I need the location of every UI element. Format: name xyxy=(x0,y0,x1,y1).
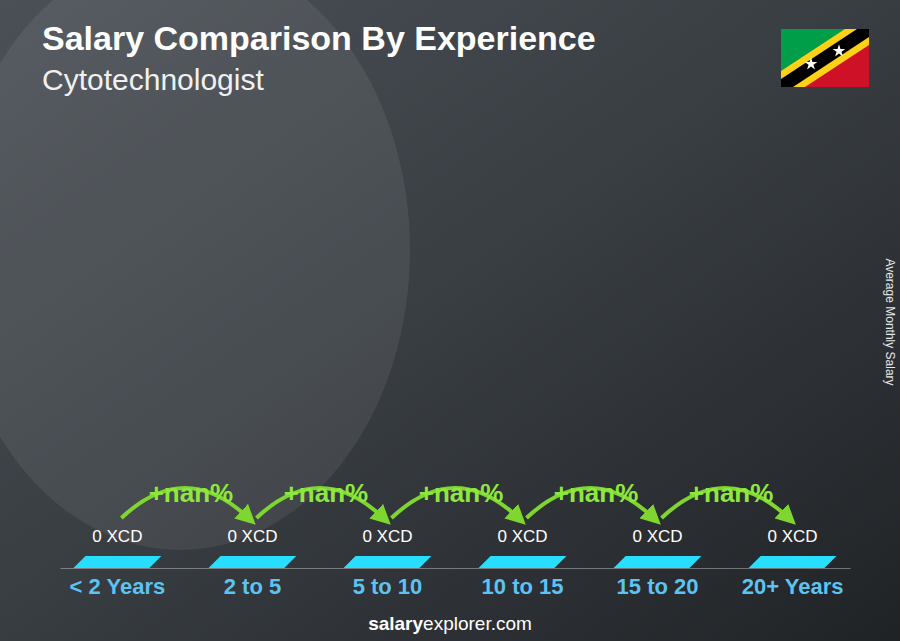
data-label: 0 XCD xyxy=(227,527,277,546)
x-axis: < 2 Years 2 to 5 5 to 10 10 to 15 15 to 20 20… xyxy=(61,569,851,599)
chart-svg: Salary Comparison By Experience Cytotechn… xyxy=(0,0,900,641)
tick: 20+ Years xyxy=(742,574,844,599)
annotation: +nan% xyxy=(149,478,234,508)
bar-top xyxy=(614,556,702,568)
axis-line xyxy=(61,568,851,569)
data-label: 0 XCD xyxy=(497,527,547,546)
tick-label: 20+ Years xyxy=(742,574,844,599)
bar-group xyxy=(749,556,837,568)
bar-group xyxy=(344,556,432,568)
bar-top xyxy=(74,556,162,568)
tick: 2 to 5 xyxy=(224,574,281,599)
annotation: +nan% xyxy=(284,478,369,508)
tick: < 2 Years xyxy=(70,574,166,599)
data-label: 0 XCD xyxy=(768,527,818,546)
subtitle: Cytotechnologist xyxy=(42,63,264,96)
source-part: salary xyxy=(368,613,423,634)
tick-label: 10 to 15 xyxy=(482,574,564,599)
bar-group xyxy=(74,556,162,568)
title: Salary Comparison By Experience xyxy=(42,19,596,57)
bar-group xyxy=(209,556,297,568)
source-part: explorer.com xyxy=(423,613,532,634)
tick-label: 5 to 10 xyxy=(353,574,423,599)
annotation: +nan% xyxy=(419,478,504,508)
tick: 10 to 15 xyxy=(482,574,564,599)
tick: 15 to 20 xyxy=(617,574,699,599)
y-axis-label: Average Monthly Salary xyxy=(883,258,897,385)
data-label: 0 XCD xyxy=(92,527,142,546)
bar-top xyxy=(344,556,432,568)
bar-top xyxy=(209,556,297,568)
tick-label: 15 to 20 xyxy=(617,574,699,599)
tick-label: 2 to 5 xyxy=(224,574,281,599)
background-glow xyxy=(0,0,410,550)
data-label: 0 XCD xyxy=(362,527,412,546)
data-label: 0 XCD xyxy=(633,527,683,546)
annotation: +nan% xyxy=(689,478,774,508)
bar-top xyxy=(749,556,837,568)
annotation: +nan% xyxy=(554,478,639,508)
source: salaryexplorer.com xyxy=(368,613,532,634)
bar-group xyxy=(614,556,702,568)
bar-top xyxy=(479,556,567,568)
tick-label: < 2 Years xyxy=(70,574,166,599)
bar-group xyxy=(479,556,567,568)
tick: 5 to 10 xyxy=(353,574,423,599)
flag xyxy=(781,29,869,87)
plot-area xyxy=(74,556,837,568)
